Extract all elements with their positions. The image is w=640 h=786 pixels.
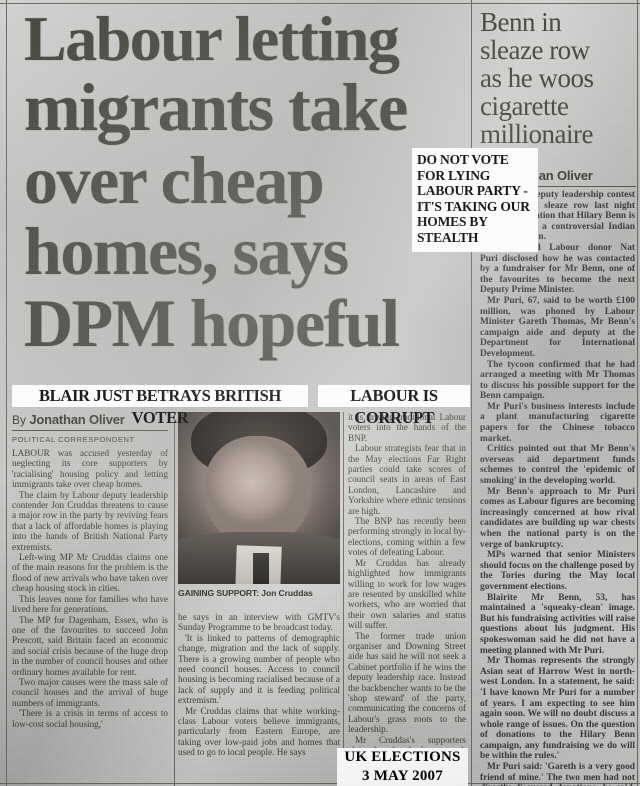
main-headline-line-4: homes, says [24, 213, 349, 289]
photo-tie [252, 553, 269, 584]
paragraph: 'There is a crisis in terms of access to… [12, 708, 168, 729]
paragraph: Labour strategists fear that in the May … [348, 443, 466, 516]
main-byline-author: Jonathan Oliver [29, 412, 125, 427]
right-headline-line-1: Benn in [480, 7, 562, 37]
bottom-edge-rule [0, 783, 640, 784]
paragraph: LABOUR was accused yesterday of neglecti… [12, 448, 168, 490]
paragraph: Left-wing MP Mr Cruddas claims one of th… [12, 552, 168, 594]
column-divider-main-right [471, 0, 472, 786]
main-byline-prefix: By [12, 413, 27, 427]
right-article-body: LABOUR'S deputy leadership contest faced… [480, 190, 635, 786]
paragraph: Mr Cruddas has already highlighted how i… [348, 557, 466, 631]
top-edge-rule [0, 3, 640, 4]
paragraph: The former trade union organiser and Dow… [348, 630, 466, 735]
photo-face [203, 436, 311, 547]
right-headline-block: Benn in sleaze row as he woos cigarette … [480, 8, 638, 148]
paragraph: it is driving traditional Labour voters … [348, 412, 466, 443]
photo-caption: GAINING SUPPORT: Jon Cruddas [178, 588, 313, 598]
column-divider-1-2 [174, 412, 175, 786]
overlay-banner-corrupt: LABOUR IS CORRUPT [318, 385, 470, 427]
page-left-edge-rule [6, 0, 7, 786]
right-article-column: LABOUR'S deputy leadership contest faced… [480, 190, 635, 786]
main-article-column-1: LABOUR was accused yesterday of neglecti… [12, 448, 168, 729]
paragraph: This leaves none for families who have l… [12, 593, 168, 615]
main-article-column-2: he says in an interview with GMTV's Sund… [178, 612, 340, 758]
main-article-body-3: it is driving traditional Labour voters … [348, 412, 466, 786]
page-right-edge-rule [637, 0, 638, 786]
main-article-body-1: LABOUR was accused yesterday of neglecti… [12, 448, 168, 729]
column-divider-2-3 [343, 412, 344, 786]
main-headline-block: Labour letting migrants take over cheap … [8, 4, 460, 394]
paragraph: The claim by Labour deputy leadership co… [12, 489, 168, 552]
paragraph: Mr Puri, 67, said to be worth £100 milli… [480, 295, 635, 359]
paragraph: The MP for Dagenham, Essex, who is one o… [12, 614, 168, 677]
right-headline-line-3: as he woos [480, 63, 594, 94]
paragraph: Mr Puri said: 'Gareth is a very good fri… [480, 762, 635, 786]
paragraph: The BNP has recently been performing str… [348, 516, 466, 558]
overlay-banner-stealth: DO NOT VOTE FOR LYING LABOUR PARTY - IT'… [412, 148, 538, 252]
paragraph: The tycoon confirmed that he had arrange… [480, 359, 635, 402]
jon-cruddas-photo [178, 412, 340, 584]
paragraph: Mr Puri's business interests include a p… [480, 401, 635, 444]
main-article-column-3: it is driving traditional Labour voters … [348, 412, 466, 786]
paragraph: Mr Cruddas claims that white working-cla… [178, 705, 340, 758]
paragraph: British-based Labour donor Nat Puri disc… [480, 242, 635, 296]
main-byline-rule [12, 430, 168, 431]
paragraph: Blairite Mr Benn, 53, has maintained a '… [480, 592, 635, 656]
main-headline-line-5: DPM hopeful [24, 285, 400, 361]
main-article-body-2: he says in an interview with GMTV's Sund… [178, 612, 340, 758]
paragraph: Mr Thomas represents the strongly Asian … [480, 656, 635, 762]
paragraph: MPs warned that senior Ministers should … [480, 550, 635, 592]
overlay-banner-blair: BLAIR JUST BETRAYS BRITISH VOTER [12, 385, 308, 427]
overlay-election-line-2: 3 MAY 2007 [362, 768, 443, 784]
right-byline-rule [480, 186, 636, 187]
overlay-election-line-1: UK ELECTIONS [344, 749, 461, 765]
overlay-banner-election: UK ELECTIONS 3 MAY 2007 [337, 748, 468, 786]
paragraph: Critics pointed out that Mr Benn's overs… [480, 444, 635, 487]
right-headline-line-5: millionaire [480, 119, 593, 150]
paragraph: Mr Benn's approach to Mr Puri comes as L… [480, 486, 635, 550]
paragraph: Two major causes were the mass sale of c… [12, 676, 168, 708]
paragraph: he says in an interview with GMTV's Sund… [178, 612, 340, 633]
right-headline-line-4: cigarette [480, 91, 569, 122]
main-headline-line-2: migrants take [24, 69, 408, 145]
paragraph: 'It is linked to patterns of demographic… [178, 632, 340, 706]
main-headline-line-3: over cheap [24, 142, 325, 218]
main-article-kicker: POLITICAL CORRESPONDENT [12, 435, 135, 444]
main-article-byline: By Jonathan Oliver POLITICAL CORRESPONDE… [12, 412, 168, 444]
main-headline-line-1: Labour letting [24, 3, 400, 74]
right-headline-line-2: sleaze row [480, 35, 590, 66]
